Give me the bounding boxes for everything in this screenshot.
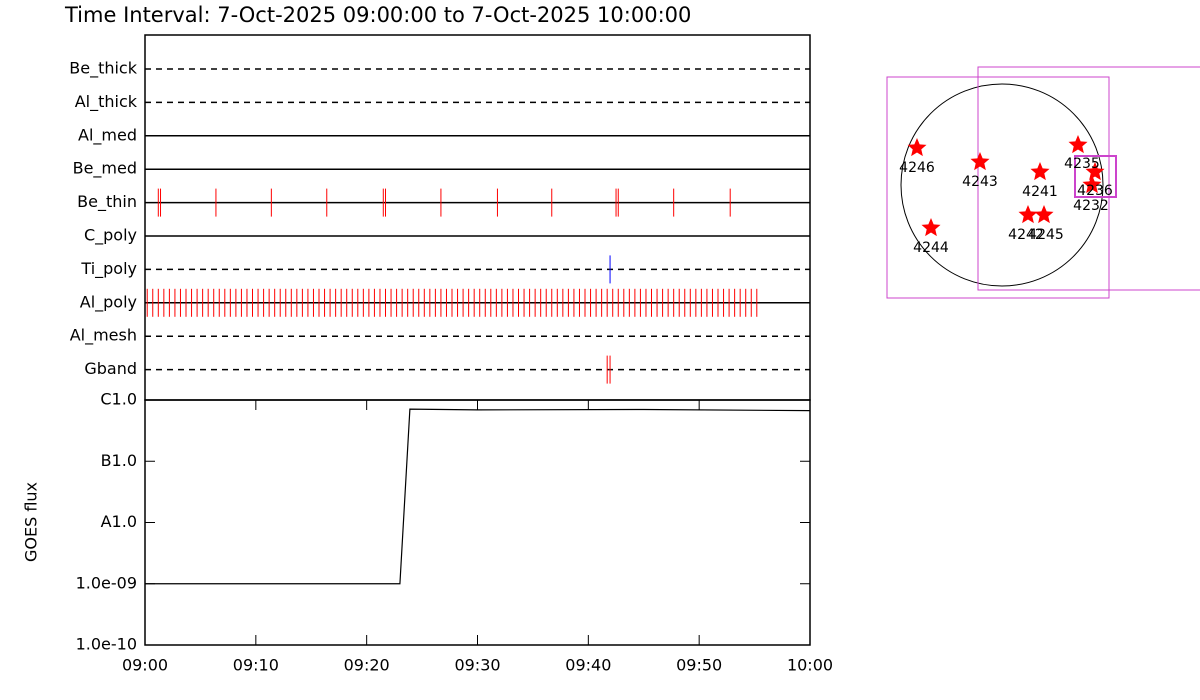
filter-label: Be_thin (77, 192, 137, 212)
goes-line (145, 408, 811, 585)
fov-box (886, 76, 1110, 299)
active-region-star (1018, 205, 1038, 224)
filter-label: Al_thick (75, 92, 138, 112)
active-region-label: 4235 (1064, 156, 1100, 172)
solar-disk (900, 83, 1104, 287)
active-region-label: 4244 (913, 240, 949, 256)
filter-label: Be_med (73, 159, 137, 179)
filter-label: Gband (84, 359, 137, 378)
active-region-label: 4241 (1022, 184, 1058, 200)
active-region-label: 4243 (962, 174, 998, 190)
active-region-label: 4246 (899, 160, 935, 176)
filter-label: C_poly (84, 226, 137, 246)
active-region-label: 4236 (1077, 183, 1113, 199)
active-region-star (1068, 135, 1088, 154)
active-region-star (1082, 175, 1102, 194)
filter-label: Al_mesh (70, 326, 137, 346)
y-tick-label: A1.0 (101, 512, 137, 531)
x-tick-label: 10:00 (787, 656, 833, 675)
filter-label: Ti_poly (80, 259, 137, 279)
y-axis-label: GOES flux (22, 482, 41, 562)
y-tick-label: 1.0e-09 (76, 573, 137, 592)
fov-box (977, 66, 1200, 291)
active-region-label: 4242 (1008, 227, 1044, 243)
y-tick-label: B1.0 (101, 451, 137, 470)
x-tick-label: 09:10 (233, 656, 279, 675)
active-region-label: 4232 (1073, 198, 1109, 214)
fov-box (1074, 155, 1117, 198)
y-tick-label: C1.0 (100, 390, 137, 409)
x-tick-label: 09:30 (454, 656, 500, 675)
active-region-star (921, 218, 941, 237)
active-region-label: 4245 (1028, 227, 1064, 243)
filter-label: Al_poly (80, 292, 137, 312)
active-region-star (970, 152, 990, 171)
x-tick-label: 09:40 (565, 656, 611, 675)
active-region-star (1030, 162, 1050, 181)
x-tick-label: 09:00 (122, 656, 168, 675)
active-region-star (907, 138, 927, 157)
active-region-star (1085, 162, 1105, 181)
y-tick-label: 1.0e-10 (76, 635, 137, 654)
active-region-star (1034, 205, 1054, 224)
x-tick-label: 09:50 (676, 656, 722, 675)
title: Time Interval: 7-Oct-2025 09:00:00 to 7-… (64, 3, 691, 27)
filter-label: Al_med (78, 125, 137, 145)
filter-label: Be_thick (69, 59, 137, 79)
x-tick-label: 09:20 (344, 656, 390, 675)
